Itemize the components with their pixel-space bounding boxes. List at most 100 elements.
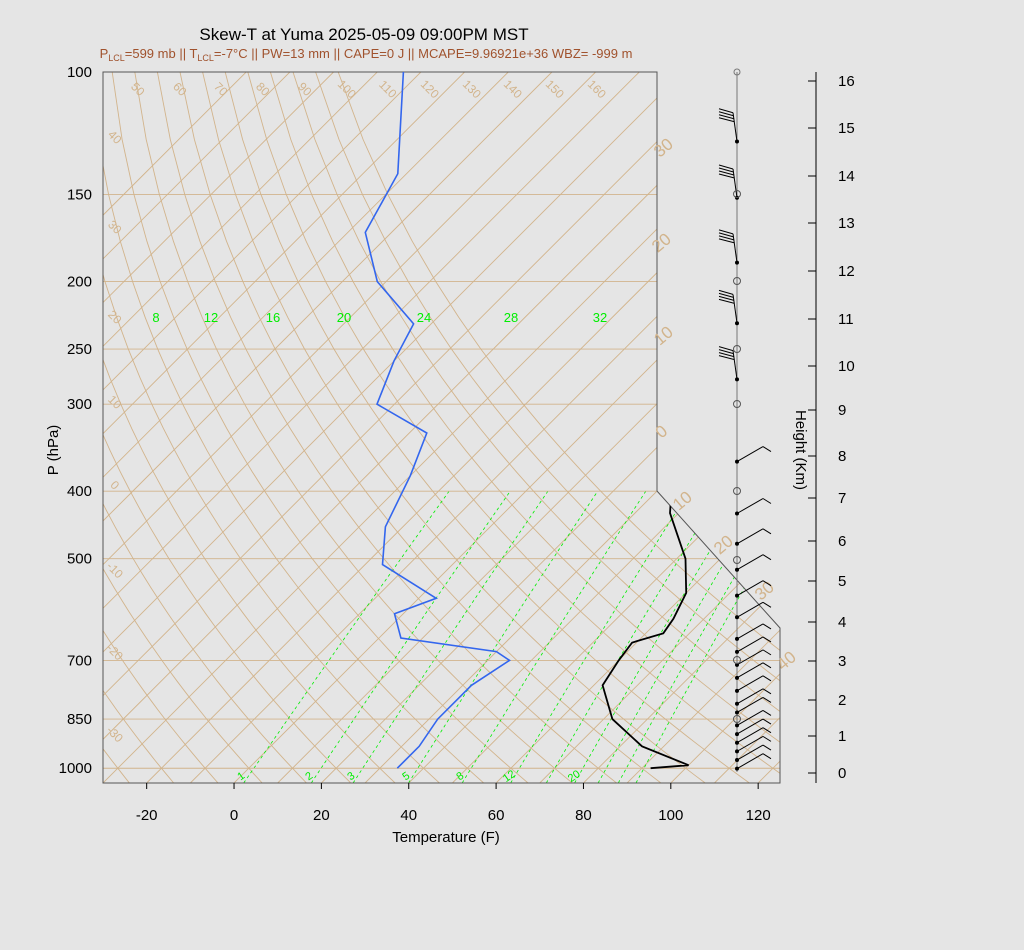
- x-axis-label: Temperature (F): [392, 829, 500, 846]
- height-tick-label: 9: [838, 402, 846, 419]
- wind-barb-feather: [762, 662, 772, 669]
- dry-adiabat-label: 40: [773, 647, 800, 674]
- mixing-ratio-label: 12: [204, 310, 218, 325]
- isotherm-line: [714, 72, 780, 783]
- wind-barb-feather: [762, 446, 772, 453]
- isotherm-line: [103, 72, 378, 783]
- wind-barb-feather: [718, 235, 735, 241]
- wind-barb-feather: [762, 580, 772, 587]
- dry-adiabat-label: 10: [669, 487, 696, 514]
- dry-adiabat-line: [269, 72, 780, 783]
- isotherm-line: [103, 72, 553, 783]
- isotherm-line: [190, 72, 780, 783]
- plot-frame: [102, 71, 781, 784]
- mixing-ratio-label: 20: [337, 310, 351, 325]
- mixing-ratio-line: [461, 490, 647, 783]
- wind-barb: [732, 168, 738, 198]
- height-tick-label: 3: [838, 653, 846, 670]
- p-tick-label: 850: [67, 711, 92, 728]
- isotherm-line: [103, 72, 640, 783]
- dry-adiabat-line: [103, 72, 307, 783]
- mixing-ratio-label: 28: [504, 310, 518, 325]
- isotherm-line: [452, 72, 780, 783]
- wind-barb: [736, 649, 764, 666]
- isotherm-line: [103, 72, 596, 783]
- wind-barb-feather: [762, 649, 772, 656]
- wind-marker: [733, 656, 741, 664]
- isotherm-label: 40: [105, 127, 125, 147]
- isotherm-line: [277, 72, 780, 783]
- isotherm-line: [321, 72, 780, 783]
- wind-barb: [732, 350, 738, 380]
- wind-barb: [736, 662, 764, 679]
- dry-adiabat-line: [337, 72, 780, 783]
- wind-barb-feather: [718, 108, 734, 114]
- mixing-ratio-label: 20: [566, 768, 583, 785]
- p-tick-label: 250: [67, 341, 92, 358]
- isotherm-line: [583, 72, 780, 783]
- isotherm-line: [408, 72, 780, 783]
- p-tick-label: 150: [67, 187, 92, 204]
- height-tick-label: 15: [838, 120, 855, 137]
- isotherm-line: [626, 72, 780, 783]
- isotherm-label: 160: [585, 77, 609, 101]
- wind-barb-feather: [718, 295, 735, 301]
- p-tick-label: 300: [67, 396, 92, 413]
- dry-adiabat-line: [103, 72, 396, 783]
- isotherm-line: [103, 72, 422, 783]
- wind-barb: [736, 718, 764, 735]
- dry-adiabat-line: [134, 72, 573, 783]
- wind-barb-feather: [718, 346, 734, 352]
- isotherm-label: 30: [105, 217, 125, 237]
- height-tick-label: 11: [838, 311, 854, 328]
- wind-barb-feather: [718, 229, 734, 235]
- dry-adiabat-line: [224, 72, 750, 783]
- dry-adiabat-line: [292, 72, 780, 783]
- x-tick-label: 20: [313, 807, 330, 824]
- x-tick-label: 100: [658, 807, 683, 824]
- wind-barb-feather: [718, 111, 734, 117]
- wind-marker: [733, 190, 741, 198]
- mixing-ratio-label: 8: [454, 770, 466, 783]
- dewpoint-line: [364, 72, 511, 769]
- wind-barb: [732, 294, 738, 324]
- isotherm-label: -10: [104, 559, 126, 581]
- isotherm-line: [539, 72, 780, 783]
- mixing-ratio-label: 2: [303, 770, 315, 783]
- isotherm-label: 10: [105, 392, 125, 412]
- dry-adiabat-label: 30: [650, 134, 677, 161]
- mixing-ratio-label: 5: [400, 770, 412, 783]
- mixing-ratio-lines: [243, 490, 780, 783]
- height-axis-label: Height (Km): [792, 410, 809, 490]
- wind-marker: [733, 715, 741, 723]
- p-tick-label: 1000: [59, 760, 92, 777]
- isotherm-label: 20: [105, 307, 125, 327]
- isotherm-label: 50: [128, 79, 148, 99]
- wind-barb-feather: [762, 744, 772, 751]
- isotherm-line: [103, 72, 771, 783]
- dry-adiabat-line: [103, 72, 219, 783]
- dry-adiabat-label: 0: [652, 421, 671, 442]
- isotherm-label: 90: [295, 79, 315, 99]
- dry-adiabat-line: [247, 72, 780, 783]
- wind-barb-feather: [762, 710, 772, 716]
- wind-barb: [732, 233, 738, 263]
- wind-barb: [736, 697, 764, 713]
- mixing-ratio-line: [352, 490, 549, 783]
- wind-barb-feather: [762, 697, 772, 703]
- wind-barb-feather: [762, 636, 772, 643]
- wind-barb-feather: [718, 238, 735, 244]
- height-tick-label: 16: [838, 73, 855, 90]
- wind-barb: [736, 623, 764, 640]
- x-tick-label: 40: [400, 807, 417, 824]
- mixing-ratio-line: [617, 490, 780, 783]
- mixing-ratio-label: 16: [266, 310, 280, 325]
- wind-barb-feather: [762, 675, 772, 682]
- dry-adiabat-line: [103, 72, 175, 783]
- wind-barb-feather: [718, 292, 734, 298]
- mixing-ratio-label: 3: [345, 770, 357, 783]
- wind-barb-feather: [762, 753, 772, 760]
- isotherm-label: 130: [460, 77, 484, 101]
- wind-barb-feather: [762, 727, 772, 734]
